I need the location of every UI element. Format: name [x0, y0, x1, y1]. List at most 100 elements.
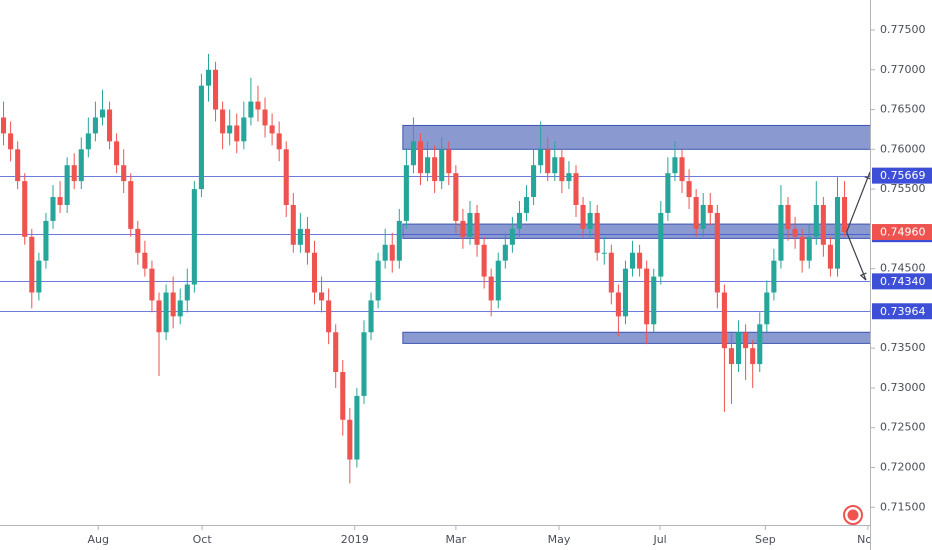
x-tick-label: Sep	[755, 533, 776, 546]
x-tick-label: Oct	[193, 533, 213, 546]
candle-body	[22, 181, 28, 237]
candle-body	[495, 260, 501, 301]
candle-body	[290, 204, 296, 245]
y-tick-label: 0.72000	[880, 460, 926, 473]
candle-body	[8, 133, 14, 150]
candle-body	[792, 228, 798, 237]
candle-body	[361, 332, 367, 396]
candle-body	[601, 252, 607, 254]
arrow-head	[864, 172, 870, 180]
candle-body	[396, 220, 402, 261]
candle-body	[71, 165, 77, 182]
level-label: 0.73964	[880, 305, 926, 318]
y-tick-label: 0.77000	[880, 63, 926, 76]
candle-body	[297, 228, 303, 245]
candle-body	[750, 348, 756, 365]
candle-body	[198, 85, 204, 190]
candle-body	[728, 348, 735, 365]
y-tick-label: 0.76000	[880, 142, 926, 155]
candle-body	[142, 252, 148, 269]
candle-body	[78, 149, 84, 182]
candle-body	[813, 204, 819, 237]
candle-body	[269, 125, 275, 134]
candle-body	[509, 228, 515, 245]
candle-body	[693, 197, 699, 229]
y-tick-label: 0.77500	[880, 23, 926, 36]
candle-body	[714, 212, 720, 293]
candle-body	[85, 133, 91, 150]
candle-body	[311, 252, 318, 293]
candle-body	[672, 157, 678, 174]
candle-body	[319, 292, 325, 301]
candle-body	[615, 292, 621, 317]
y-tick-label: 0.76500	[880, 103, 926, 116]
candle-body	[283, 149, 289, 205]
candle-body	[43, 220, 49, 261]
candle-body	[502, 244, 508, 261]
candle-body	[184, 284, 190, 301]
candle-body	[135, 228, 141, 253]
candle-body	[220, 109, 226, 134]
candle-body	[700, 204, 706, 229]
candle-body	[333, 332, 339, 373]
candle-body	[799, 236, 805, 261]
candle-body	[276, 133, 282, 150]
candle-body	[446, 149, 452, 174]
arrow-head	[859, 272, 867, 281]
candle-body	[92, 117, 98, 134]
candle-body	[156, 300, 162, 333]
y-tick-label: 0.73000	[880, 381, 926, 394]
candle-body	[29, 236, 35, 293]
logo	[843, 505, 863, 525]
candle-body	[170, 292, 176, 317]
candle-body	[629, 252, 636, 269]
candle-body	[262, 109, 268, 126]
candle-body	[347, 419, 353, 460]
y-tick-label: 0.74500	[880, 262, 926, 275]
candle-body	[594, 212, 600, 253]
candle-body	[573, 173, 579, 205]
candle-body	[516, 212, 522, 229]
zone	[402, 124, 870, 150]
x-tick-label: Aug	[87, 533, 108, 546]
plot-area: Aug Oct 2019 Mar May Jul Sep Nov	[0, 53, 879, 546]
price-axis: 0.77500 0.77000 0.76500 0.76000 0.75500 0.745…	[870, 23, 932, 513]
candle-body	[481, 244, 487, 277]
candle-body	[248, 101, 254, 118]
projection-arrow	[845, 171, 870, 233]
candle-body	[523, 197, 530, 213]
candle-body	[806, 236, 812, 261]
x-tick-label: Jul	[652, 533, 666, 546]
y-tick-label: 0.73500	[880, 341, 926, 354]
candle-body	[149, 268, 155, 301]
candle-body	[439, 149, 445, 182]
candle-body	[651, 276, 657, 325]
zone	[402, 223, 870, 239]
candle-body	[538, 149, 544, 166]
candle-body	[785, 204, 791, 229]
candle-body	[686, 181, 692, 198]
candle-body	[622, 268, 629, 317]
candle-body	[213, 69, 219, 110]
last-price-label: 0.74960	[880, 226, 926, 239]
candle-body	[764, 292, 770, 325]
x-tick-label: Nov	[857, 533, 879, 546]
level-label-box	[872, 273, 932, 290]
candle-body	[545, 149, 551, 174]
candle-body	[736, 332, 742, 365]
candle-body	[57, 197, 63, 205]
candle-body	[658, 212, 664, 277]
candle-body	[721, 292, 727, 349]
candle-body	[834, 197, 841, 269]
candle-body	[191, 189, 197, 285]
candle-body	[128, 181, 134, 229]
candle-body	[827, 244, 833, 269]
candle-body	[50, 197, 56, 221]
candle-body	[474, 212, 480, 245]
candle-body	[707, 204, 713, 213]
candle-body	[205, 69, 212, 86]
candle-body	[425, 157, 431, 174]
candle-body	[608, 252, 614, 293]
